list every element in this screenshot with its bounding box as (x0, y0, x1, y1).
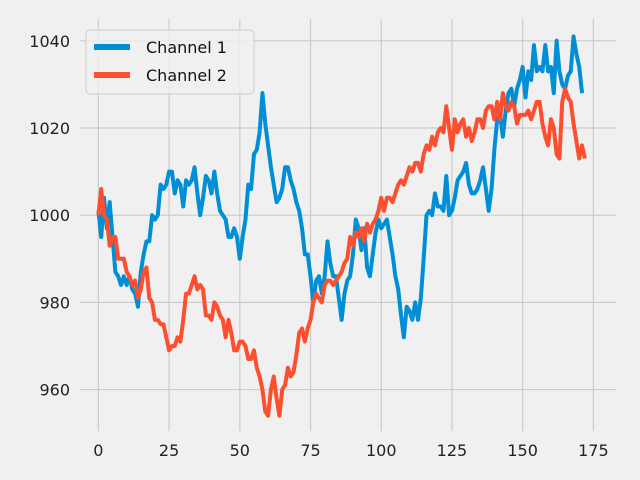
legend-label-channel-1: Channel 1 (146, 38, 227, 57)
series-line-channel-2 (96, 86, 587, 418)
x-tick-label-100: 100 (366, 441, 397, 460)
y-tick-label-1020: 1020 (29, 119, 70, 138)
x-axis-ticks: 0 25 50 75 100 125 150 175 (93, 441, 608, 460)
x-tick-label-175: 175 (578, 441, 609, 460)
x-tick-label-0: 0 (93, 441, 103, 460)
x-tick-label-75: 75 (300, 441, 320, 460)
series-layer (96, 34, 587, 418)
y-tick-label-980: 980 (39, 293, 70, 312)
x-tick-label-25: 25 (159, 441, 179, 460)
x-tick-label-150: 150 (507, 441, 538, 460)
x-tick-label-50: 50 (230, 441, 250, 460)
legend: Channel 1 Channel 2 (85, 29, 255, 95)
y-tick-label-1000: 1000 (29, 206, 70, 225)
series-line-channel-1 (96, 34, 585, 340)
y-axis-ticks: 960 980 1000 1020 1040 (29, 32, 70, 400)
y-tick-label-1040: 1040 (29, 32, 70, 51)
y-tick-label-960: 960 (39, 381, 70, 400)
x-tick-label-125: 125 (437, 441, 468, 460)
legend-label-channel-2: Channel 2 (146, 66, 227, 85)
